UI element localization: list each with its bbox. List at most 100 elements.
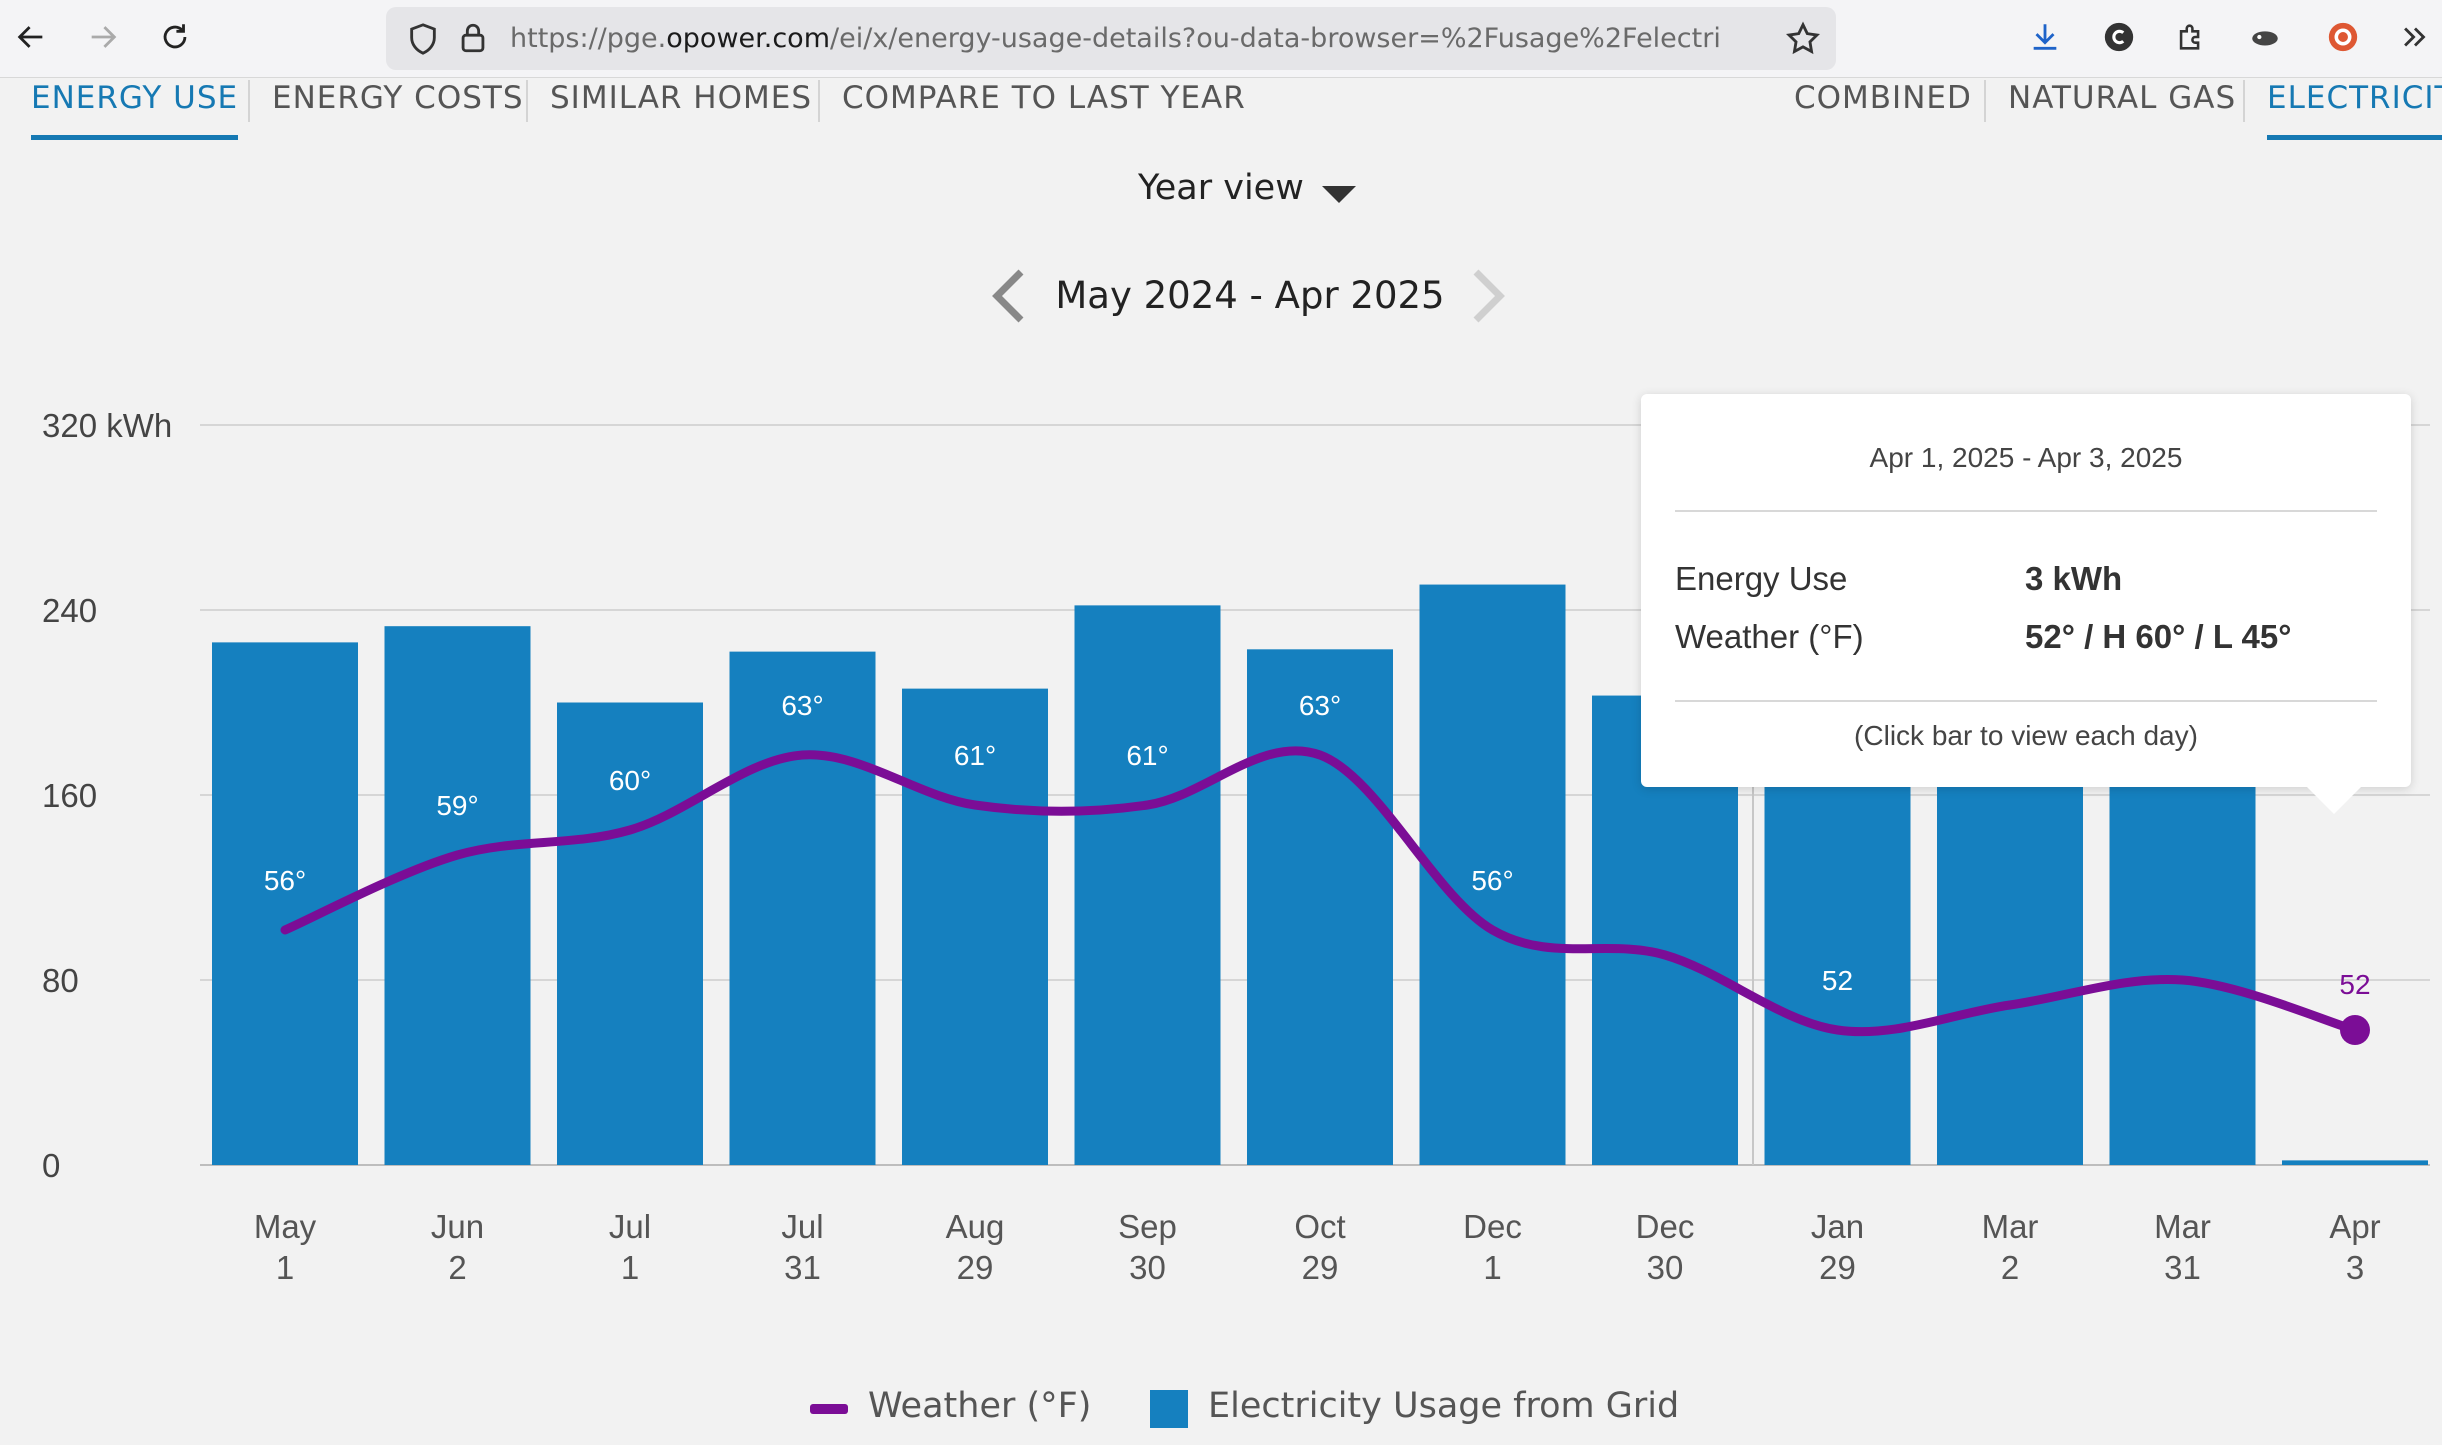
- x-tick-month: Aug: [946, 1208, 1005, 1245]
- legend-weather-label[interactable]: Weather (°F): [868, 1386, 1092, 1426]
- tooltip-weather-label: Weather (°F): [1675, 618, 1864, 655]
- weather-point-highlight[interactable]: [2340, 1015, 2370, 1045]
- x-tick-month: Jul: [781, 1208, 823, 1245]
- usage-bar[interactable]: [1247, 649, 1393, 1165]
- bird-extension-icon: [2252, 31, 2278, 46]
- temperature-label: 61°: [954, 740, 996, 771]
- tab-energy-use[interactable]: ENERGY USE: [31, 78, 239, 140]
- url-host: opower.com: [666, 23, 831, 54]
- tooltip-hint: (Click bar to view each day): [1854, 720, 2198, 751]
- arrow-left-icon: [17, 26, 43, 48]
- view-selector[interactable]: Year view: [1138, 168, 1304, 208]
- y-tick-label: 80: [42, 962, 79, 999]
- x-tick-day: 30: [1129, 1249, 1166, 1286]
- url-bar[interactable]: https://pge.opower.com/ei/x/energy-usage…: [386, 7, 1836, 70]
- forward-button[interactable]: [80, 14, 126, 60]
- usage-bar[interactable]: [384, 626, 531, 1165]
- y-tick-label: 320 kWh: [42, 407, 172, 444]
- usage-bar[interactable]: [2282, 1160, 2428, 1165]
- x-tick-day: 1: [1483, 1249, 1501, 1286]
- shield-icon[interactable]: [406, 22, 440, 56]
- x-tick-day: 29: [1302, 1249, 1339, 1286]
- x-tick-day: 31: [2164, 1249, 2201, 1286]
- bookmark-star-icon[interactable]: [1784, 20, 1822, 58]
- usage-tooltip: Apr 1, 2025 - Apr 3, 2025 Energy Use 3 k…: [1641, 394, 2411, 814]
- tooltip-date-range: Apr 1, 2025 - Apr 3, 2025: [1869, 442, 2183, 473]
- chevron-right-icon: [1473, 269, 1505, 323]
- download-icon: [2033, 24, 2057, 50]
- extensions-button[interactable]: [2168, 14, 2214, 60]
- usage-bar[interactable]: [1419, 584, 1566, 1165]
- tooltip-energy-value: 3 kWh: [2025, 560, 2123, 597]
- temperature-label: 56°: [264, 865, 306, 896]
- temperature-label: 61°: [1126, 740, 1168, 771]
- browser-toolbar: https://pge.opower.com/ei/x/energy-usage…: [0, 0, 2442, 78]
- usage-bar[interactable]: [902, 688, 1048, 1165]
- x-tick-day: 29: [957, 1249, 994, 1286]
- legend-usage-swatch: [1150, 1390, 1188, 1428]
- x-tick-day: 2: [448, 1249, 466, 1286]
- next-period-button[interactable]: [1462, 268, 1512, 324]
- temperature-label: 52: [1822, 965, 1853, 996]
- tab-divider: [818, 80, 820, 122]
- tab-natural-gas[interactable]: NATURAL GAS: [2008, 80, 2237, 116]
- x-tick-month: Jul: [609, 1208, 651, 1245]
- tooltip-weather-value: 52° / H 60° / L 45°: [2025, 618, 2292, 655]
- x-tick-month: Dec: [1636, 1208, 1695, 1245]
- tab-divider: [526, 80, 528, 122]
- extension-c-button[interactable]: [2096, 14, 2142, 60]
- tab-compare-last-year[interactable]: COMPARE TO LAST YEAR: [842, 80, 1246, 116]
- downloads-button[interactable]: [2022, 14, 2068, 60]
- x-tick-month: Jun: [431, 1208, 484, 1245]
- extension-bird-button[interactable]: [2242, 14, 2288, 60]
- double-chevron-right-icon: [2404, 27, 2426, 47]
- temperature-label: 52: [2339, 969, 2370, 1000]
- temperature-label: 60°: [609, 765, 651, 796]
- temperature-label: 56°: [1471, 865, 1513, 896]
- tooltip-divider: [1675, 510, 2377, 512]
- temperature-label: 59°: [436, 790, 478, 821]
- x-tick-month: Mar: [2154, 1208, 2211, 1245]
- x-tick-day: 31: [784, 1249, 821, 1286]
- arrow-right-icon: [91, 26, 117, 48]
- tooltip-divider: [1675, 700, 2377, 702]
- tooltip-energy-label: Energy Use: [1675, 560, 1848, 597]
- legend-weather-swatch: [810, 1404, 848, 1414]
- tab-divider: [1984, 80, 1986, 122]
- y-tick-label: 240: [42, 592, 97, 629]
- overflow-menu-button[interactable]: [2392, 14, 2438, 60]
- temperature-label: 63°: [781, 690, 823, 721]
- x-tick-month: Oct: [1294, 1208, 1345, 1245]
- period-label: May 2024 - Apr 2025: [1055, 274, 1445, 317]
- x-tick-month: Mar: [1982, 1208, 2039, 1245]
- x-tick-month: Apr: [2329, 1208, 2380, 1245]
- weather-line: [280, 746, 2360, 1037]
- x-tick-day: 3: [2346, 1249, 2364, 1286]
- duckduckgo-button[interactable]: [2320, 14, 2366, 60]
- usage-bar[interactable]: [1764, 714, 1911, 1165]
- previous-period-button[interactable]: [985, 268, 1035, 324]
- tab-divider: [2243, 80, 2245, 122]
- x-tick-day: 2: [2001, 1249, 2019, 1286]
- usage-bar[interactable]: [729, 651, 876, 1165]
- tab-similar-homes[interactable]: SIMILAR HOMES: [550, 80, 813, 116]
- tab-energy-costs[interactable]: ENERGY COSTS: [272, 80, 524, 116]
- x-tick-month: Jan: [1811, 1208, 1864, 1245]
- c-extension-icon: [2104, 22, 2134, 52]
- x-tick-day: 1: [276, 1249, 294, 1286]
- tab-electricity[interactable]: ELECTRICIT: [2267, 78, 2442, 140]
- tab-combined[interactable]: COMBINED: [1794, 80, 1972, 116]
- chevron-left-icon: [992, 269, 1024, 323]
- usage-bar[interactable]: [557, 702, 703, 1166]
- x-tick-day: 29: [1819, 1249, 1856, 1286]
- duckduckgo-icon: [2328, 22, 2358, 52]
- usage-bar[interactable]: [1074, 605, 1221, 1165]
- lock-icon[interactable]: [456, 21, 490, 55]
- puzzle-icon: [2179, 24, 2200, 50]
- dropdown-caret-icon[interactable]: [1322, 186, 1356, 203]
- reload-button[interactable]: [152, 14, 198, 60]
- x-tick-day: 30: [1647, 1249, 1684, 1286]
- legend-usage-label[interactable]: Electricity Usage from Grid: [1208, 1386, 1680, 1426]
- x-tick-day: 1: [621, 1249, 639, 1286]
- back-button[interactable]: [8, 14, 54, 60]
